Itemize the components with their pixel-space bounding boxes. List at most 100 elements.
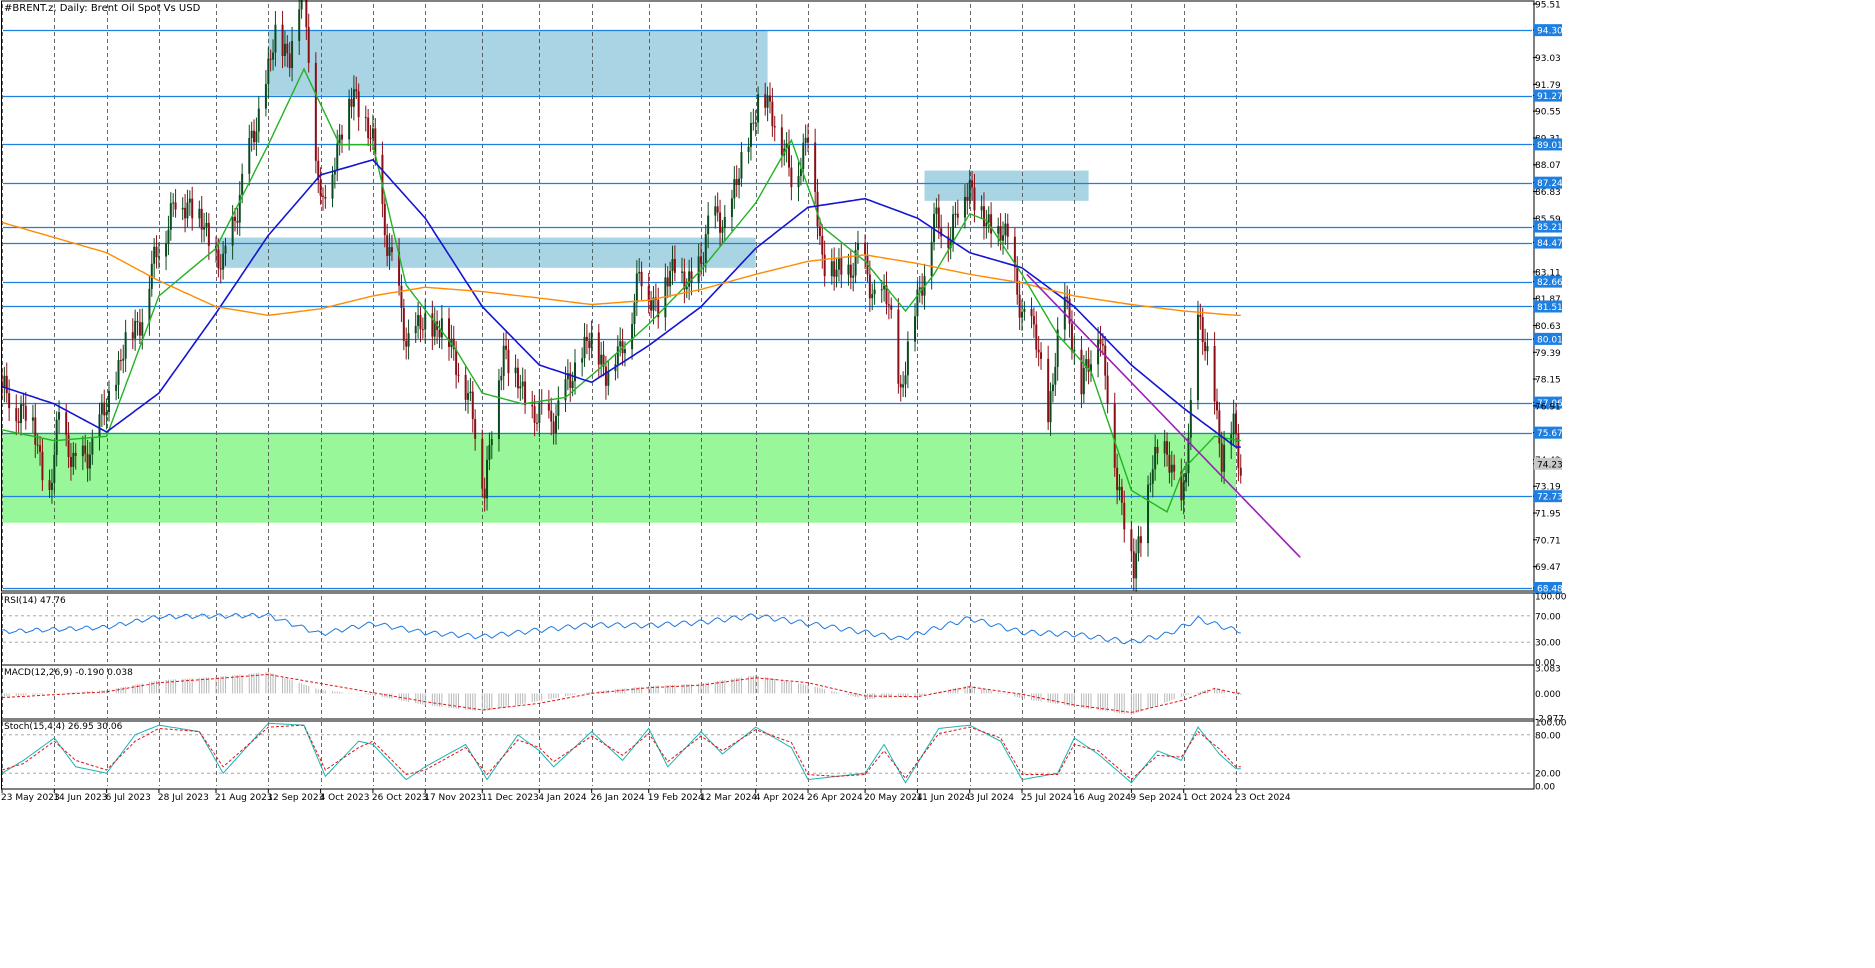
time-tick-label: 23 May 2023 [1, 793, 60, 803]
candle-body [1001, 235, 1004, 241]
candle-body [897, 309, 900, 384]
candle-body [607, 371, 610, 386]
candle-body [1187, 437, 1190, 474]
macd-tick-label: 3.083 [1535, 665, 1561, 675]
time-tick-label: 3 Jul 2024 [969, 793, 1014, 803]
moving-average-line [1, 158, 1241, 448]
candle-body [286, 43, 289, 54]
candle-body [550, 410, 553, 422]
candle-body [217, 249, 220, 269]
candle-body [117, 360, 120, 385]
price-label-box [1534, 332, 1562, 345]
candle-body [1056, 329, 1059, 367]
candle-body [519, 386, 522, 389]
time-tick-label: 23 Oct 2024 [1235, 793, 1291, 803]
candle-body [105, 412, 108, 416]
candle-body [802, 142, 805, 169]
candle-body [1123, 502, 1126, 530]
candle-body [569, 373, 572, 389]
candle-body [398, 252, 401, 286]
candle-body [407, 333, 410, 347]
candle-body [502, 345, 505, 377]
candle-body [367, 117, 370, 139]
price-tick-label: 91.79 [1535, 81, 1561, 91]
candle-body [207, 222, 210, 246]
chart-title: #BRENT.z, Daily: Brent Oil Spot Vs USD [4, 3, 201, 14]
candle-body [314, 62, 317, 161]
candle-body [174, 202, 177, 210]
candle-body [1016, 267, 1019, 295]
price-label-box [1534, 236, 1562, 249]
candle-body [1220, 443, 1223, 472]
price-tick-label: 78.15 [1535, 376, 1561, 386]
candle-body [714, 206, 717, 216]
candle-body [604, 366, 607, 386]
candle-body [17, 421, 20, 424]
price-label: 72.73 [1537, 493, 1563, 503]
candle-body [338, 134, 341, 144]
candle-body [690, 271, 693, 283]
candle-body [631, 324, 634, 350]
candle-body [119, 360, 122, 362]
price-label-box [1534, 138, 1562, 151]
candle-body [1235, 413, 1237, 434]
candle-body [383, 203, 386, 236]
candle-body [319, 180, 322, 196]
candle-body [457, 374, 460, 376]
candle-body [623, 349, 626, 354]
price-label-box [1534, 24, 1562, 37]
candle-body [574, 362, 577, 382]
candle-body [497, 380, 500, 440]
candle-body [36, 444, 39, 446]
candle-body [1137, 536, 1140, 554]
rsi-tick-label: 0.00 [1535, 659, 1555, 669]
candle-body [516, 367, 519, 389]
candle-body [24, 405, 27, 421]
candle-body [264, 84, 267, 109]
candle-body [1180, 471, 1183, 501]
candle-body [417, 315, 420, 327]
candle-body [505, 345, 508, 350]
candle-body [184, 207, 187, 219]
candle-body [67, 434, 70, 457]
macd-tick-label: -2.977 [1535, 715, 1564, 725]
candle-body [1089, 364, 1092, 372]
trendline [1026, 273, 1301, 558]
time-tick-label: 26 Oct 2023 [372, 793, 428, 803]
candle-body [590, 332, 593, 349]
candle-body [640, 271, 643, 287]
candle-body [8, 393, 11, 409]
candle-body [873, 289, 876, 295]
candle-body [65, 412, 68, 435]
candle-body [1032, 316, 1035, 325]
time-tick-label: 21 Aug 2023 [215, 793, 273, 803]
candle-body [324, 196, 327, 199]
candle-body [341, 134, 344, 140]
candle-body [1066, 296, 1069, 299]
candle-body [871, 294, 874, 299]
candle-body [455, 349, 458, 375]
candle-body [733, 179, 736, 199]
price-tick-label: 93.03 [1535, 54, 1561, 64]
candle-body [5, 375, 8, 394]
candle-body [1237, 433, 1240, 468]
candle-body [500, 376, 503, 381]
candle-body [538, 402, 541, 424]
candle-body [1085, 359, 1088, 369]
candle-body [818, 226, 821, 237]
candle-body [921, 287, 924, 296]
candle-body [222, 253, 225, 270]
candle-body [483, 488, 486, 499]
candle-body [790, 167, 793, 188]
candle-body [1120, 486, 1123, 503]
candle-body [103, 402, 106, 416]
rsi-tick-label: 100.00 [1535, 593, 1567, 603]
candle-body [997, 226, 1000, 234]
candle-body [949, 240, 952, 248]
candle-body [1099, 339, 1102, 344]
candle-body [1018, 294, 1021, 318]
candle-body [837, 257, 840, 270]
price-label: 77.06 [1537, 399, 1563, 409]
